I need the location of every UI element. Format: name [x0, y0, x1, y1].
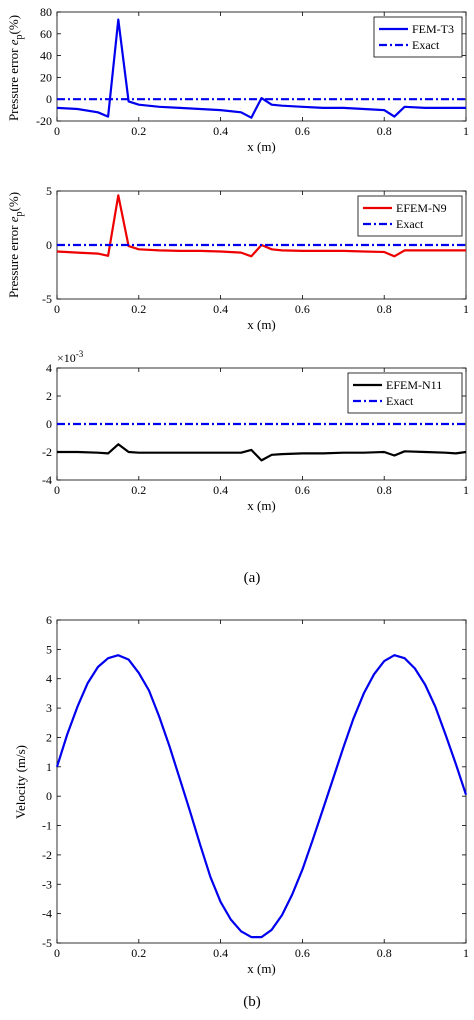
y-tick-label: -1: [42, 819, 52, 833]
y-tick-label: 0: [46, 92, 52, 106]
chart-2: 0 0.2 0.4 0.6 0.8 150-5x (m)Pressure error ep…: [6, 184, 469, 332]
x-tick-label: 0.8: [377, 946, 392, 960]
x-tick-label: 1: [463, 302, 469, 316]
legend: EFEM-N9 Exact: [357, 195, 463, 237]
y-axis-label-text: Pressure error: [6, 222, 21, 298]
series-line-efem-n11: [57, 443, 467, 462]
legend-box: [357, 195, 463, 237]
y-tick-label: 3: [46, 701, 52, 715]
y-tick-label: -4: [42, 473, 52, 487]
y-axis-label-unit: (%): [6, 15, 21, 35]
y-axis-label-symbol: e: [6, 39, 21, 45]
series-line-fem-t3: [56, 18, 466, 119]
x-axis-label: x (m): [247, 498, 276, 513]
y-tick-label: -2: [42, 848, 52, 862]
legend-label: EFEM-N11: [386, 378, 442, 392]
y-tick-label: -4: [42, 907, 52, 921]
x-tick-label: 0.2: [131, 946, 146, 960]
figure-label-b: (b): [243, 994, 261, 1010]
legend-label: FEM-T3: [412, 22, 454, 36]
y-scale-power: -3: [76, 349, 84, 359]
series-line-efem-n9: [56, 194, 466, 258]
y-tick-label: 4: [46, 361, 52, 375]
x-tick-label: 0.8: [377, 124, 392, 138]
y-tick-label: 5: [46, 184, 52, 198]
y-axis-label-unit: (%): [6, 192, 21, 212]
x-tick-label: 0.4: [213, 483, 228, 497]
x-axis-label: x (m): [247, 961, 276, 976]
x-tick-label: 0.4: [213, 302, 228, 316]
x-tick-label: 1: [463, 124, 469, 138]
x-tick-label: 0.6: [295, 946, 310, 960]
legend-box: [373, 16, 463, 58]
y-tick-label: 0: [46, 789, 52, 803]
legend-label: Exact: [386, 394, 414, 408]
y-scale-exponent: ×10-3: [57, 349, 84, 365]
y-tick-label: 6: [46, 613, 52, 627]
x-axis-label: x (m): [247, 317, 276, 332]
y-tick-label: 5: [46, 642, 52, 656]
y-tick-label: 0: [46, 238, 52, 252]
legend: EFEM-N11 Exact: [347, 372, 463, 414]
x-tick-label: 0.6: [295, 483, 310, 497]
legend-label: EFEM-N9: [396, 201, 447, 215]
legend-box: [347, 372, 463, 414]
y-tick-label: 20: [40, 70, 52, 84]
y-axis-label: Velocity (m/s): [13, 745, 28, 819]
figure-label-a: (a): [244, 570, 261, 586]
y-tick-label: 60: [40, 27, 52, 41]
x-tick-label: 0.8: [377, 483, 392, 497]
plot-frame: [56, 619, 467, 944]
x-tick-label: 1: [463, 946, 469, 960]
y-axis-label: Pressure error ep(%): [6, 192, 25, 298]
y-tick-label: -2: [42, 445, 52, 459]
x-tick-label: 0.2: [131, 302, 146, 316]
y-tick-label: 1: [46, 760, 52, 774]
y-tick-label: 80: [40, 5, 52, 19]
y-tick-label: -20: [36, 114, 52, 128]
y-tick-label: 0: [46, 417, 52, 431]
y-tick-label: 2: [46, 389, 52, 403]
legend-label: Exact: [396, 217, 424, 231]
y-axis-label: Pressure error ep(%): [6, 15, 25, 121]
y-tick-label: -3: [42, 877, 52, 891]
y-axis-label-subscript: p: [14, 211, 25, 216]
y-axis-label-subscript: p: [14, 34, 25, 39]
y-tick-label: 4: [46, 672, 52, 686]
chart-4: 0 0.2 0.4 0.6 0.8 1 6 5 4 3 2 1 0 -1 -2 -3 -4 -5 x (m) Velo…: [13, 613, 469, 976]
x-tick-label: 0.6: [295, 302, 310, 316]
x-tick-label: 0: [54, 302, 60, 316]
plot-frame: [56, 11, 467, 122]
legend-label: Exact: [412, 38, 440, 52]
x-tick-label: 0.2: [131, 124, 146, 138]
x-tick-label: 0: [54, 483, 60, 497]
x-tick-label: 0.2: [131, 483, 146, 497]
legend: FEM-T3 Exact: [373, 16, 463, 58]
y-tick-label: 2: [46, 730, 52, 744]
x-tick-label: 0.4: [213, 946, 228, 960]
x-tick-label: 0.8: [377, 302, 392, 316]
series-line-velocity: [55, 654, 468, 939]
y-tick-label: -5: [42, 292, 52, 306]
y-tick-label: 40: [40, 49, 52, 63]
x-tick-label: 0.4: [213, 124, 228, 138]
y-axis-label-symbol: e: [6, 216, 21, 222]
y-tick-label: -5: [42, 936, 52, 950]
x-tick-label: 0: [54, 124, 60, 138]
x-tick-label: 0.6: [295, 124, 310, 138]
y-axis-label-text: Pressure error: [6, 45, 21, 121]
x-axis-label: x (m): [247, 139, 276, 154]
x-tick-label: 1: [463, 483, 469, 497]
y-scale-base: ×10: [57, 351, 76, 365]
x-tick-label: 0: [54, 946, 60, 960]
